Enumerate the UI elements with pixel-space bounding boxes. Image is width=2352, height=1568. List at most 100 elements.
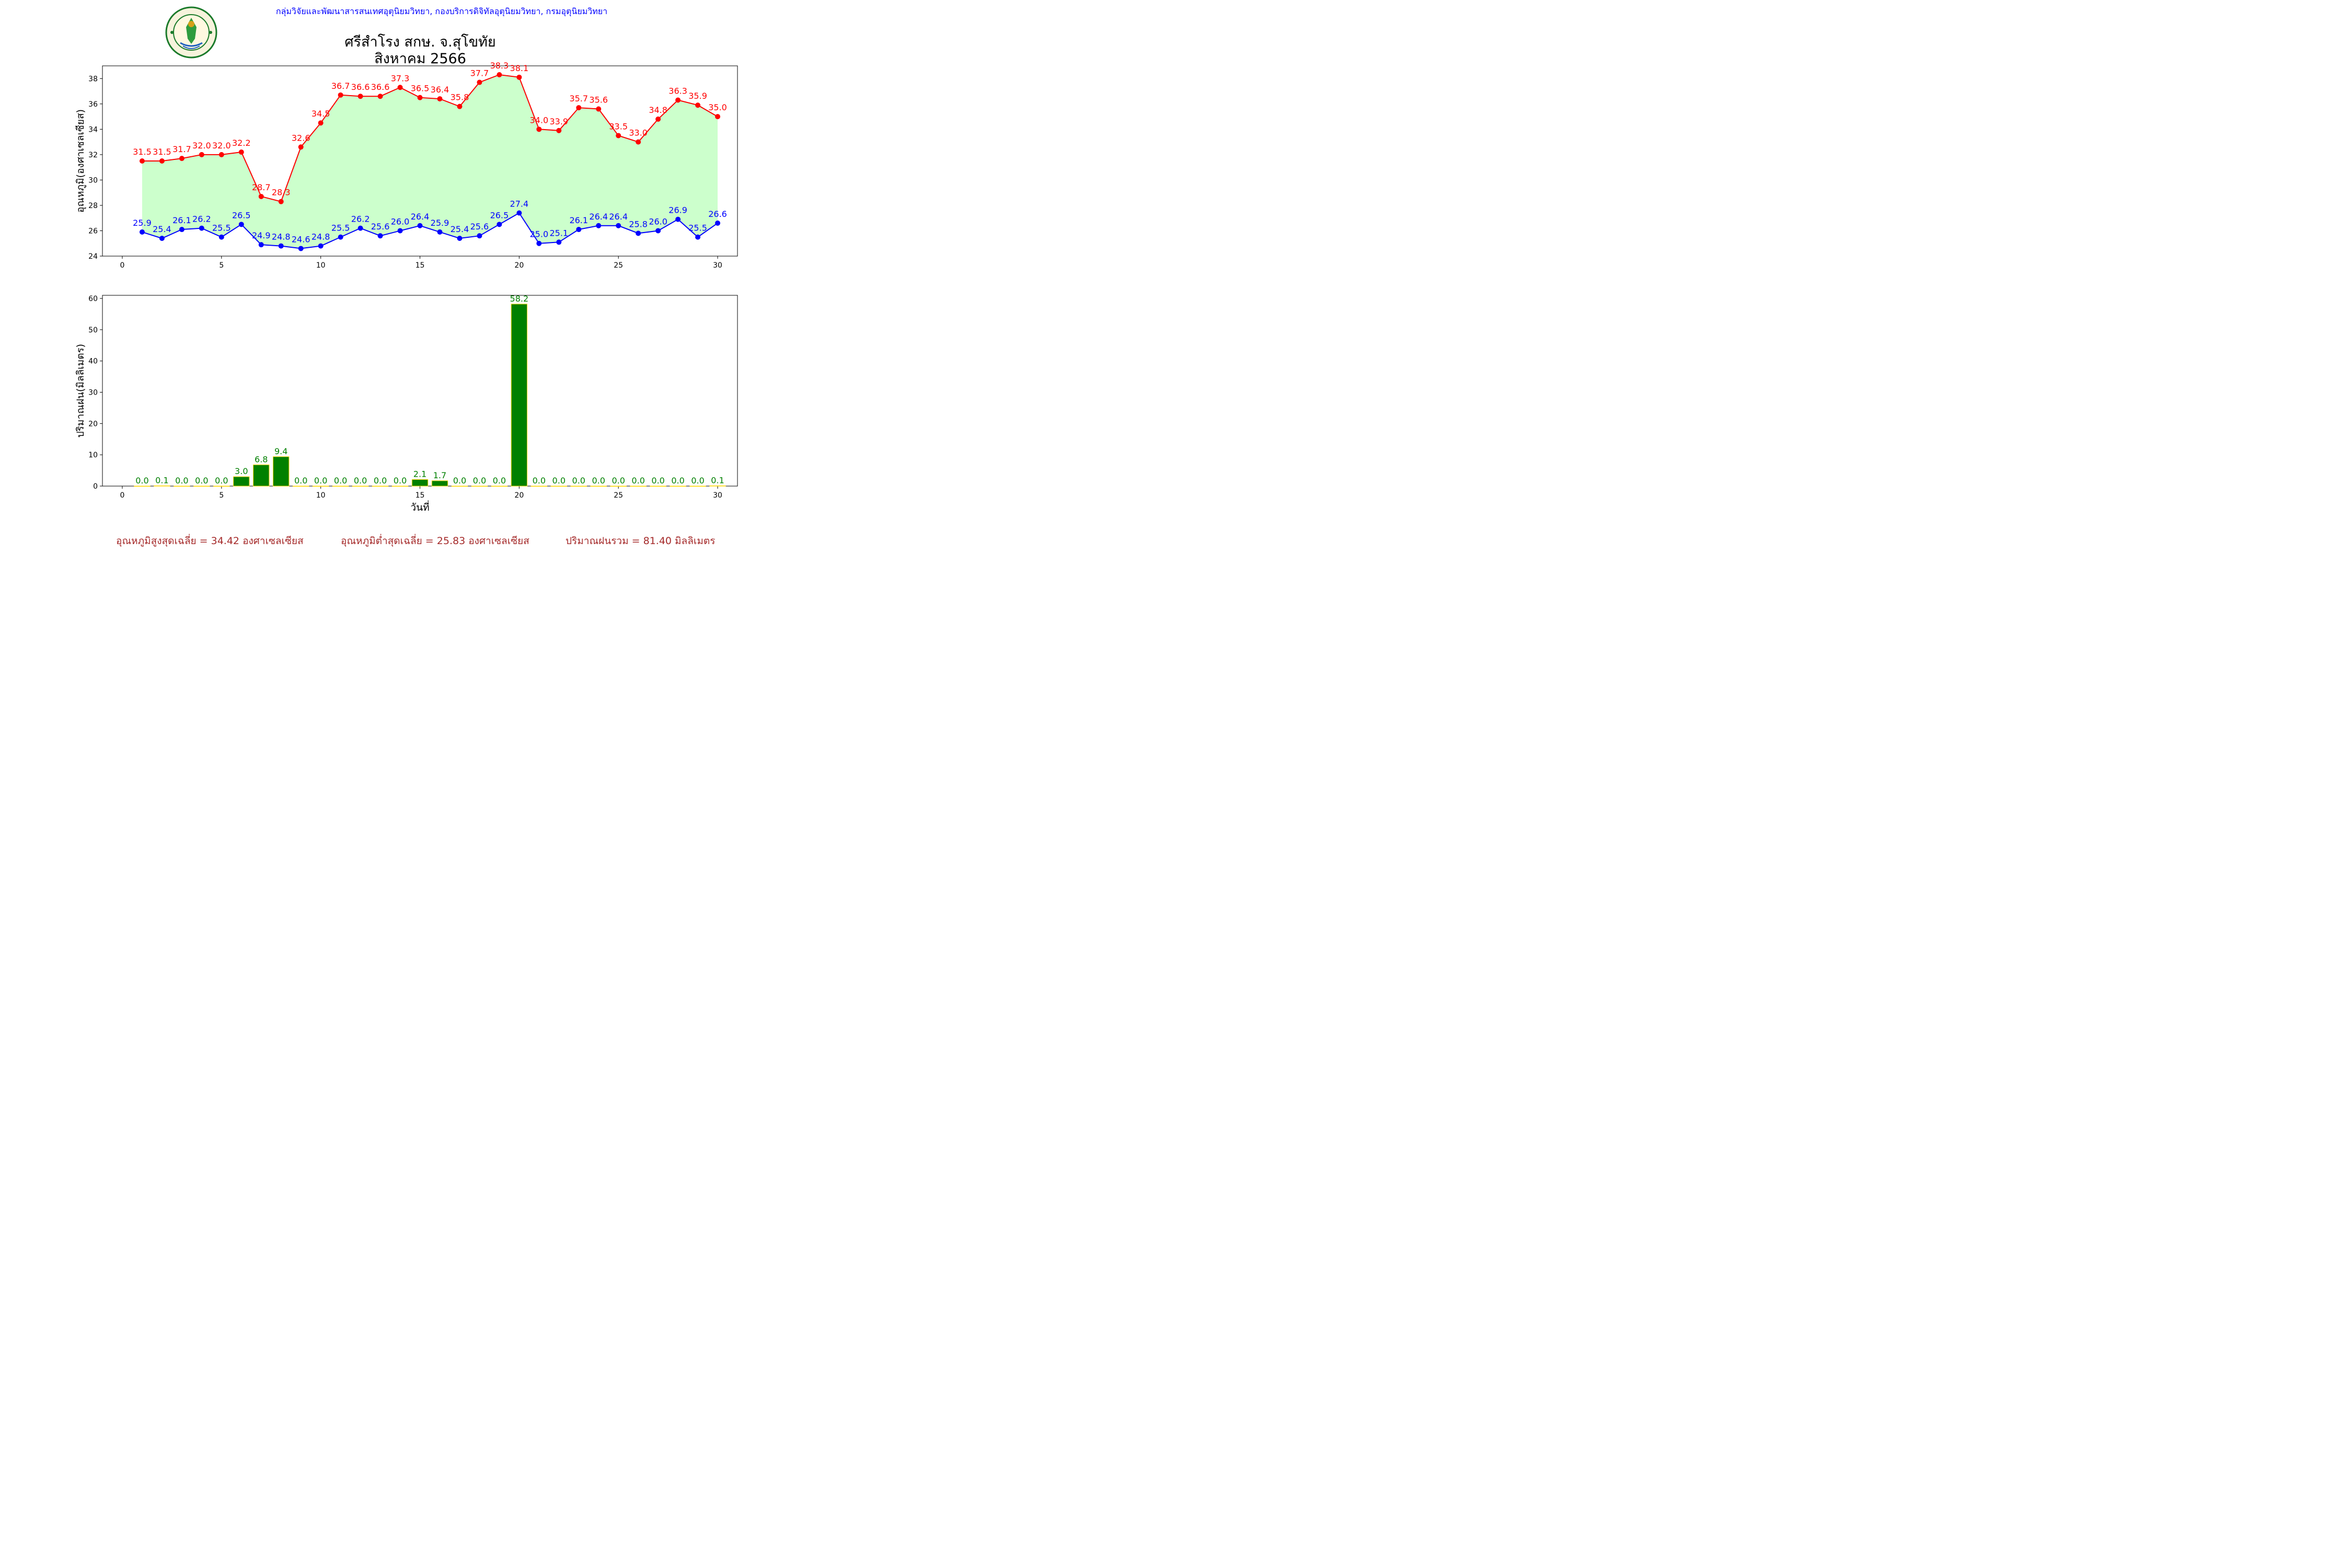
max-temp-point — [338, 92, 343, 98]
rain-label: 0.0 — [473, 476, 486, 486]
footer-avg-max: อุณหภูมิสูงสุดเฉลี่ย = 34.42 องศาเซลเซีย… — [116, 535, 304, 547]
x-tick-label: 20 — [514, 491, 524, 500]
max-temp-label: 32.0 — [192, 141, 211, 151]
rain-label: 0.0 — [572, 476, 585, 486]
min-temp-point — [616, 223, 621, 228]
min-temp-point — [258, 242, 264, 248]
x-tick-label: 10 — [316, 261, 326, 270]
min-temp-point — [417, 223, 423, 228]
plot-frame — [102, 295, 738, 487]
min-temp-point — [338, 234, 343, 240]
min-temp-point — [358, 225, 363, 231]
min-temp-label: 25.1 — [549, 228, 568, 238]
rain-bar — [352, 486, 369, 487]
min-temp-label: 26.5 — [232, 210, 251, 220]
rain-label: 0.0 — [592, 476, 605, 486]
min-temp-line — [142, 212, 718, 249]
min-temp-point — [556, 239, 562, 245]
min-temp-label: 25.6 — [470, 222, 489, 232]
x-tick-label: 25 — [614, 261, 623, 270]
max-temp-point — [576, 105, 582, 111]
rain-label: 0.0 — [215, 476, 228, 486]
y-tick-label: 30 — [88, 388, 98, 397]
min-temp-point — [497, 222, 502, 227]
max-temp-label: 36.7 — [331, 81, 350, 91]
max-temp-label: 31.5 — [133, 147, 152, 157]
y-tick-label: 28 — [88, 202, 98, 210]
min-temp-point — [139, 229, 145, 235]
max-temp-point — [377, 94, 383, 99]
min-temp-point — [437, 229, 443, 235]
x-tick-label: 15 — [416, 261, 425, 270]
y-tick-label: 10 — [88, 451, 98, 459]
min-temp-label: 25.9 — [431, 218, 449, 228]
max-temp-label: 36.6 — [351, 82, 370, 92]
max-temp-label: 36.3 — [668, 86, 687, 96]
min-temp-point — [298, 246, 304, 251]
x-tick-label: 25 — [614, 491, 623, 500]
max-temp-point — [556, 128, 562, 133]
max-temp-point — [358, 94, 363, 99]
chart-title-period: สิงหาคม 2566 — [374, 51, 466, 67]
rain-bar — [670, 486, 686, 487]
min-temp-label: 26.2 — [192, 214, 211, 224]
max-temp-point — [417, 95, 423, 100]
max-temp-point — [218, 152, 224, 157]
min-temp-label: 25.9 — [133, 218, 152, 228]
rain-bar — [253, 464, 270, 487]
y-tick-label: 32 — [88, 151, 98, 159]
min-temp-label: 26.1 — [569, 215, 588, 225]
min-temp-point — [377, 233, 383, 239]
rain-bar — [491, 486, 508, 487]
max-temp-point — [318, 120, 324, 126]
summary-footer: อุณหภูมิสูงสุดเฉลี่ย = 34.42 องศาเซลเซีย… — [0, 533, 815, 549]
min-temp-label: 24.9 — [252, 230, 271, 240]
max-temp-point — [636, 139, 641, 145]
y-tick-label: 50 — [88, 326, 98, 335]
max-temp-label: 31.5 — [153, 147, 171, 157]
min-temp-point — [199, 225, 204, 231]
y-tick-label: 20 — [88, 420, 98, 428]
min-temp-label: 27.4 — [510, 199, 529, 209]
temperature-chart: 0 5 10 15 20 25 30 24 26 28 30 32 34 36 38 อุณหภูมิ(องศ… — [75, 61, 738, 270]
min-temp-label: 26.1 — [172, 215, 191, 225]
max-temp-label: 34.8 — [649, 105, 667, 115]
max-temp-line — [142, 74, 718, 202]
min-temp-label: 26.0 — [391, 216, 410, 226]
min-temp-point — [675, 216, 681, 222]
min-temp-label: 25.4 — [153, 224, 171, 234]
max-temp-point — [616, 133, 621, 139]
max-temp-label: 36.6 — [371, 82, 390, 92]
max-temp-label: 32.6 — [292, 133, 310, 143]
max-temp-label: 28.3 — [272, 188, 291, 198]
rain-label: 1.7 — [433, 470, 446, 480]
min-temp-point — [695, 234, 701, 240]
max-temp-label: 32.2 — [232, 138, 251, 148]
max-temp-point — [238, 149, 244, 155]
max-temp-point — [159, 158, 165, 164]
min-temp-point — [159, 236, 165, 241]
organization-text: กลุ่มวิจัยและพัฒนาสารสนเทศอุตุนิยมวิทยา,… — [275, 6, 608, 16]
department-logo — [165, 6, 217, 59]
rain-label: 0.0 — [135, 476, 148, 486]
rain-label: 58.2 — [510, 294, 529, 304]
rain-label: 0.0 — [314, 476, 327, 486]
rain-label: 0.1 — [155, 475, 168, 485]
x-tick-label: 15 — [416, 491, 425, 500]
min-temp-label: 24.8 — [312, 232, 330, 242]
x-tick-label: 30 — [713, 491, 722, 500]
min-temp-point — [636, 230, 641, 236]
rain-label: 0.0 — [175, 476, 188, 486]
rain-bar — [689, 486, 706, 487]
rain-bar — [451, 486, 468, 487]
max-temp-label: 34.0 — [530, 115, 549, 125]
y-tick-label: 30 — [88, 176, 98, 185]
max-temp-point — [179, 156, 185, 162]
organization-line: กลุ่มวิจัยและพัฒนาสารสนเทศอุตุนิยมวิทยา,… — [0, 5, 815, 18]
min-temp-label: 24.8 — [272, 232, 291, 242]
rain-label: 0.0 — [631, 476, 644, 486]
min-temp-label: 26.6 — [708, 209, 727, 219]
rain-bar — [193, 486, 210, 487]
y-tick-label: 24 — [88, 252, 98, 261]
min-temp-point — [179, 227, 185, 233]
